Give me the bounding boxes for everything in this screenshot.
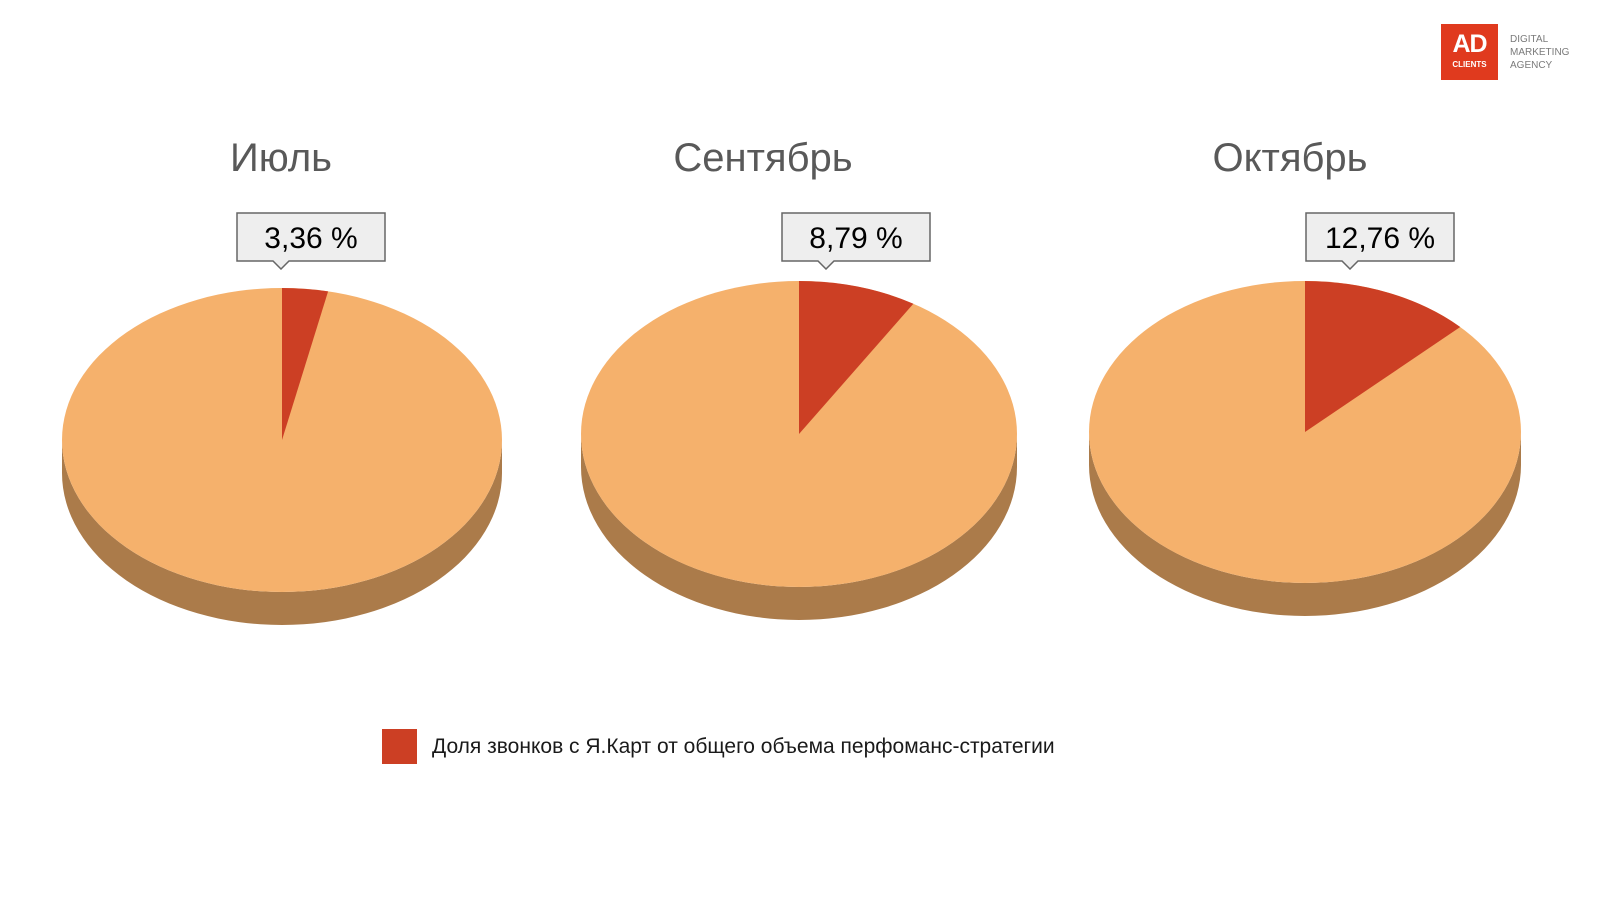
pie-side-wall [1089, 432, 1521, 616]
value-callout-october: 12,76 % [1305, 212, 1455, 270]
pie-side-wall [62, 440, 502, 625]
legend-label: Доля звонков с Я.Карт от общего объема п… [432, 735, 1055, 758]
pie-slice-share [282, 288, 329, 440]
pie-chart-july [62, 288, 502, 625]
value-callout-july: 3,36 % [236, 212, 386, 270]
agency-logo: AD CLIENTS [1441, 24, 1498, 80]
data-label: 12,76 % [1324, 222, 1436, 255]
legend-swatch [382, 729, 417, 764]
tagline-line: DIGITAL [1510, 34, 1549, 45]
callout-box [781, 212, 931, 270]
pie-slice-share [1305, 281, 1461, 432]
tagline-line: MARKETING [1510, 47, 1570, 58]
data-label: 3,36 % [264, 222, 358, 255]
pie-chart-october [1089, 281, 1521, 616]
tagline-line: AGENCY [1510, 60, 1553, 71]
chart-title-july: Июль [229, 136, 333, 180]
logo-sub-text: CLIENTS [1452, 60, 1487, 69]
logo-main-text: AD [1452, 30, 1487, 58]
value-callout-september: 8,79 % [781, 212, 931, 270]
agency-tagline: DIGITAL MARKETING AGENCY [1510, 33, 1600, 72]
pie-slice-share [799, 281, 914, 434]
data-label: 8,79 % [809, 222, 903, 255]
chart-title-october: Октябрь [1212, 136, 1368, 180]
pie-side-wall [581, 434, 1017, 620]
logo-background [1441, 24, 1498, 80]
callout-box [236, 212, 386, 270]
callout-box [1305, 212, 1455, 270]
chart-title-september: Сентябрь [673, 136, 853, 180]
pie-chart-september [581, 281, 1017, 620]
